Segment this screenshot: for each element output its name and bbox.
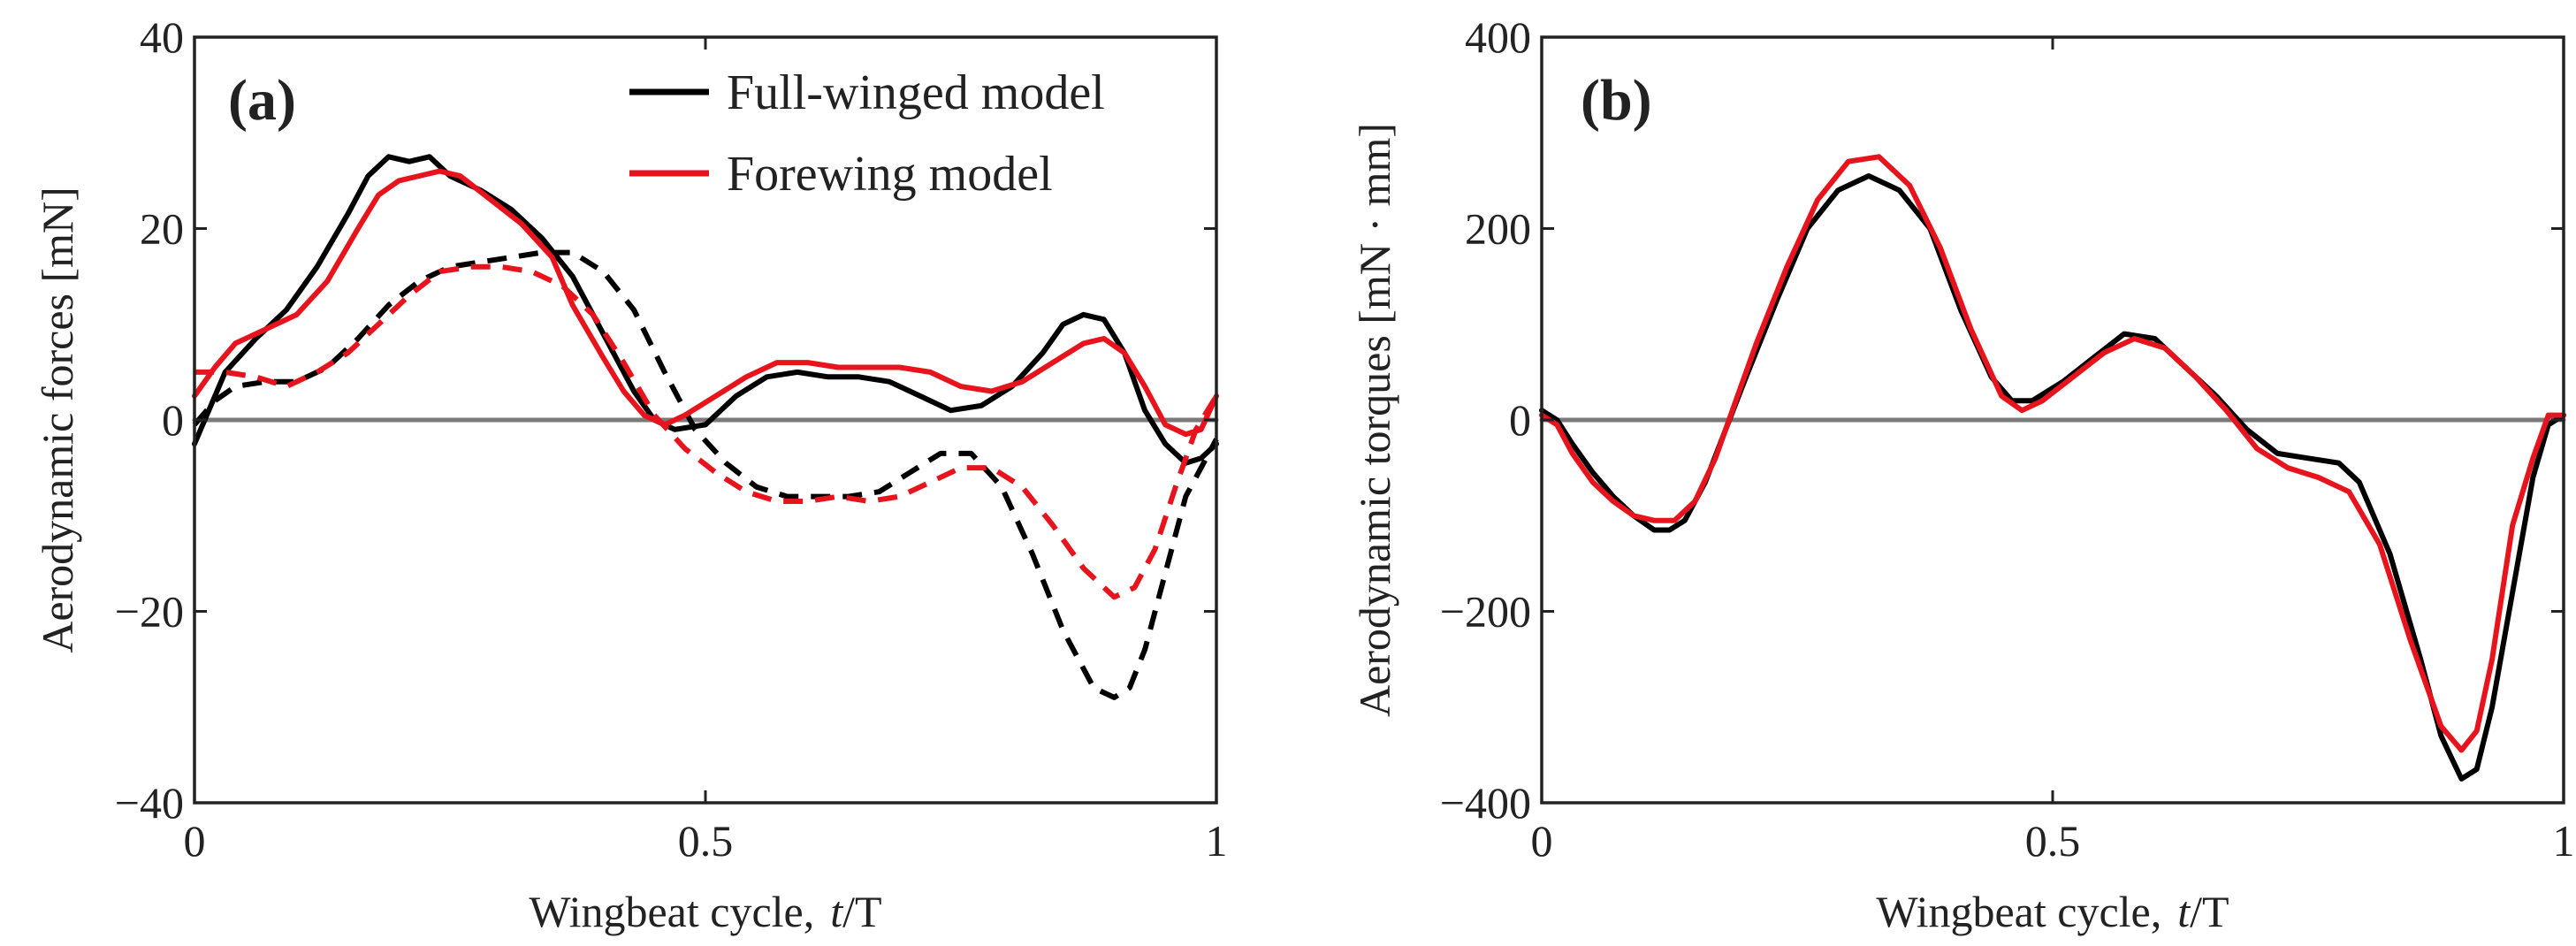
panel-a-forces: −40 −20 0 20 40 0 0.5 1 (a) Full-winged model F… <box>33 12 1228 936</box>
ytick-label: 400 <box>1465 12 1531 62</box>
ytick-label: −20 <box>115 587 184 637</box>
series-full-winged-model-solid <box>192 154 1219 466</box>
legend-label-forewing: Forewing model <box>727 147 1053 202</box>
panel-a-xlabel: Wingbeat cycle, t/T <box>529 887 881 936</box>
xtick-label: 1 <box>1206 816 1228 866</box>
panel-b-torques: −400 −200 0 200 400 0 0.5 1 (b) Aerodynamic tor… <box>1350 12 2575 936</box>
panel-b-plot-area <box>1539 154 2566 782</box>
panel-b-ylabel: Aerodynamic torques [mN · mm] <box>1350 123 1399 717</box>
panel-b-xlabel-prefix: Wingbeat cycle, <box>1876 887 2161 936</box>
legend: Full-winged model Forewing model <box>629 65 1105 202</box>
panel-a-xlabel-prefix: Wingbeat cycle, <box>529 887 814 936</box>
xtick-label: 0 <box>184 816 206 866</box>
xtick-label: 0.5 <box>2025 816 2081 866</box>
series-forewing-model-dashed <box>194 263 1219 600</box>
series-forewing-model-solid <box>192 168 1219 438</box>
ytick-label: 0 <box>162 395 184 445</box>
xtick-label: 1 <box>2553 816 2575 866</box>
panel-a-xlabel-var: t <box>830 887 843 936</box>
ytick-label: −200 <box>1440 587 1531 637</box>
series-full-winged-model-dashed <box>192 249 1219 700</box>
ytick-label: 0 <box>1509 395 1531 445</box>
ytick-label: 200 <box>1465 204 1531 254</box>
ytick-label: 20 <box>140 204 184 254</box>
panel-b-xlabel-var: t <box>2177 887 2191 936</box>
panel-b-xlabel: Wingbeat cycle, t/T <box>1876 887 2229 936</box>
panel-b-letter: (b) <box>1581 68 1652 133</box>
panel-a-plot-area <box>192 154 1219 700</box>
ytick-label: 40 <box>140 12 184 62</box>
panel-a-ticks: −40 −20 0 20 40 0 0.5 1 <box>115 12 1228 866</box>
ytick-label: −40 <box>115 778 184 828</box>
ytick-label: −400 <box>1440 778 1531 828</box>
xtick-label: 0 <box>1531 816 1553 866</box>
panel-a-letter: (a) <box>228 68 296 133</box>
xtick-label: 0.5 <box>678 816 734 866</box>
panel-a-xlabel-suffix: /T <box>842 887 881 936</box>
panel-a-ylabel: Aerodynamic forces [mN] <box>33 187 82 653</box>
series-full-winged-model <box>1539 173 2566 782</box>
legend-label-full-winged: Full-winged model <box>727 65 1105 120</box>
panel-b-ticks: −400 −200 0 200 400 0 0.5 1 <box>1440 12 2575 866</box>
panel-b-xlabel-suffix: /T <box>2190 887 2229 936</box>
series-forewing-model <box>1539 154 2566 753</box>
